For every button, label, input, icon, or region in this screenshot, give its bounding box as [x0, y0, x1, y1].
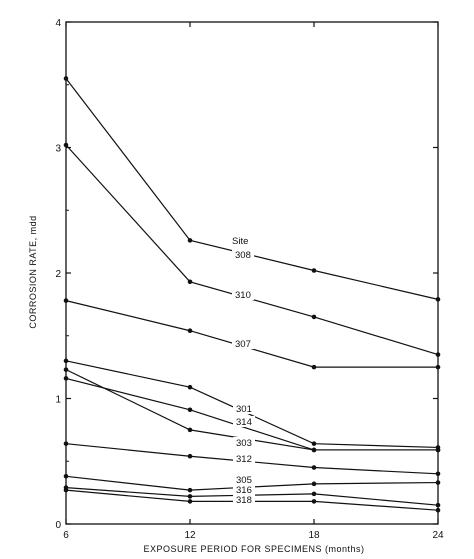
data-point-307 [187, 328, 193, 334]
x-tick-label: 24 [432, 530, 444, 541]
series-line-301 [65, 360, 439, 449]
plot-frame [65, 21, 439, 525]
data-point-308 [63, 76, 69, 81]
data-point-310 [435, 352, 441, 357]
data-point-310 [63, 142, 69, 148]
data-point-308 [187, 238, 193, 243]
data-point-301 [311, 441, 317, 446]
x-axis-title: EXPOSURE PERIOD FOR SPECIMENS (months) [143, 544, 364, 554]
series-label-bg [232, 338, 254, 349]
series-label-bg [233, 403, 255, 414]
data-point-314 [187, 407, 193, 413]
series-label-318: 318 [236, 495, 252, 506]
data-point-305 [435, 480, 441, 485]
data-point-318 [187, 499, 193, 504]
data-point-312 [435, 471, 441, 477]
series-label-314: 314 [236, 417, 252, 428]
series-label-bg [233, 453, 255, 464]
series-label-316: 316 [236, 485, 252, 496]
series-label-bg [232, 249, 254, 260]
data-point-310 [311, 314, 317, 320]
series-label-bg [233, 416, 255, 427]
data-point-308 [311, 268, 317, 273]
data-point-305 [187, 487, 193, 493]
y-tick-label: 0 [55, 520, 61, 531]
series-line-308 [65, 78, 439, 300]
data-point-307 [311, 364, 317, 370]
series-label-305: 305 [236, 475, 252, 486]
series-label-bg [233, 474, 255, 485]
data-point-314 [63, 376, 69, 381]
data-point-310 [187, 279, 193, 285]
data-point-318 [435, 507, 441, 513]
series-label-310: 310 [235, 290, 251, 301]
data-point-316 [435, 502, 441, 508]
series-label-308: 308 [235, 250, 251, 261]
data-point-303 [311, 447, 317, 453]
data-point-305 [63, 474, 69, 479]
y-axis-title: CORROSION RATE, mdd [28, 215, 38, 328]
series-label-303: 303 [236, 438, 252, 449]
data-point-305 [311, 481, 317, 487]
series-label-bg [233, 494, 255, 505]
series-label-307: 307 [235, 339, 251, 350]
series-line-307 [65, 300, 438, 368]
y-tick-label: 3 [55, 144, 61, 155]
series-label-bg [233, 484, 255, 495]
data-point-303 [187, 427, 193, 433]
data-point-303 [435, 447, 441, 453]
data-point-316 [187, 494, 193, 499]
series-label-312: 312 [236, 454, 252, 465]
data-point-308 [435, 297, 441, 302]
data-point-307 [63, 298, 69, 303]
data-point-301 [187, 384, 193, 390]
data-point-316 [311, 491, 317, 497]
x-tick-label: 18 [308, 530, 320, 541]
data-point-318 [63, 487, 69, 493]
data-point-312 [63, 441, 69, 446]
data-point-301 [63, 358, 69, 364]
site-annotation: Site [232, 236, 248, 247]
data-point-303 [63, 367, 69, 372]
series-label-bg [232, 289, 254, 300]
y-tick-label: 1 [55, 395, 61, 406]
y-tick-label: 2 [55, 269, 61, 280]
series-label-301: 301 [236, 404, 252, 415]
data-point-312 [311, 465, 317, 470]
x-tick-label: 12 [184, 530, 196, 541]
data-point-312 [187, 453, 193, 459]
x-tick-label: 6 [63, 530, 69, 541]
data-point-307 [435, 364, 441, 370]
y-tick-label: 4 [55, 18, 61, 29]
series-label-bg [233, 437, 255, 448]
data-point-318 [311, 499, 317, 504]
